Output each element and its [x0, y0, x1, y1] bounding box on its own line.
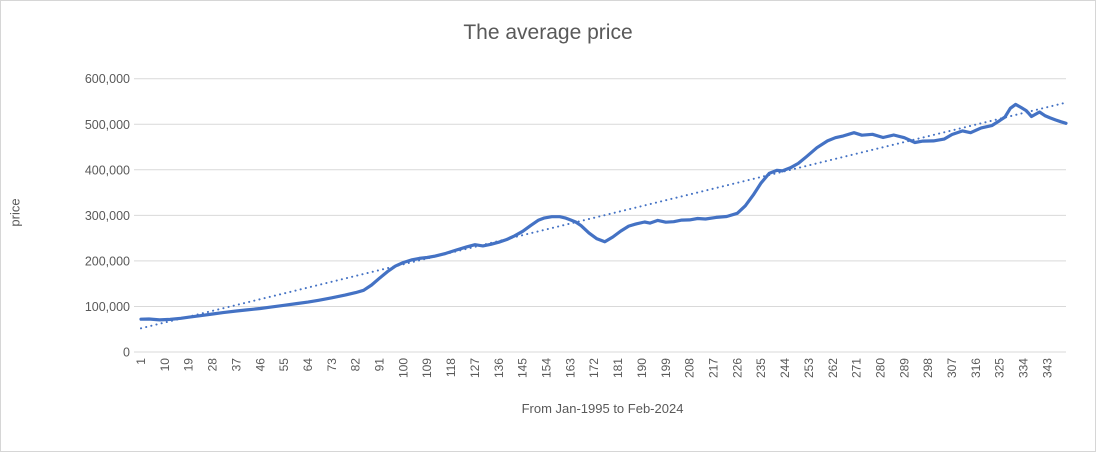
x-tick-label: 19: [182, 358, 196, 372]
x-tick-label: 1: [134, 358, 148, 365]
x-tick-label: 289: [897, 358, 911, 378]
x-tick-label: 334: [1017, 358, 1031, 378]
x-tick-label: 262: [826, 358, 840, 378]
x-tick-label: 271: [850, 358, 864, 378]
x-axis-title: From Jan-1995 to Feb-2024: [521, 401, 684, 416]
x-tick-label: 145: [516, 358, 530, 378]
y-tick-label: 200,000: [85, 254, 130, 268]
x-tick-label: 118: [444, 358, 458, 377]
x-tick-label: 91: [373, 358, 387, 372]
x-tick-label: 316: [969, 358, 983, 378]
x-tick-label: 100: [396, 358, 410, 378]
x-tick-label: 172: [587, 358, 601, 378]
x-tick-label: 280: [873, 358, 887, 378]
price-series-line: [139, 102, 1068, 322]
x-tick-label: 163: [563, 358, 577, 378]
x-tick-label: 298: [921, 358, 935, 378]
trendline: [140, 101, 1067, 330]
x-tick-label: 64: [301, 358, 315, 372]
x-tick-label: 109: [420, 358, 434, 378]
x-tick-label: 37: [229, 358, 243, 372]
x-tick-label: 73: [325, 358, 339, 372]
y-tick-label: 0: [123, 346, 130, 360]
y-tick-label: 300,000: [85, 209, 130, 223]
x-tick-label: 55: [277, 358, 291, 372]
x-tick-label: 154: [540, 358, 554, 378]
x-tick-label: 226: [730, 358, 744, 378]
x-tick-label: 46: [253, 358, 267, 372]
y-tick-label: 100,000: [85, 300, 130, 314]
x-tick-label: 82: [349, 358, 363, 372]
x-tick-label: 136: [492, 358, 506, 378]
chart-title: The average price: [463, 21, 633, 44]
x-tick-label: 28: [206, 358, 220, 372]
x-tick-label: 181: [611, 358, 625, 378]
x-tick-label: 325: [993, 358, 1007, 378]
y-tick-label: 400,000: [85, 163, 130, 177]
x-tick-label: 217: [706, 358, 720, 378]
x-tick-label: 199: [659, 358, 673, 378]
x-tick-label: 10: [158, 358, 172, 372]
y-tick-label: 500,000: [85, 118, 130, 132]
x-tick-label: 307: [945, 358, 959, 378]
x-tick-label: 190: [635, 358, 649, 378]
x-tick-label: 253: [802, 358, 816, 378]
x-tick-label: 127: [468, 358, 482, 378]
y-tick-label: 600,000: [85, 72, 130, 86]
x-tick-label: 244: [778, 358, 792, 378]
x-tick-label: 208: [683, 358, 697, 378]
x-tick-label: 235: [754, 358, 768, 378]
x-tick-label: 343: [1040, 358, 1054, 378]
